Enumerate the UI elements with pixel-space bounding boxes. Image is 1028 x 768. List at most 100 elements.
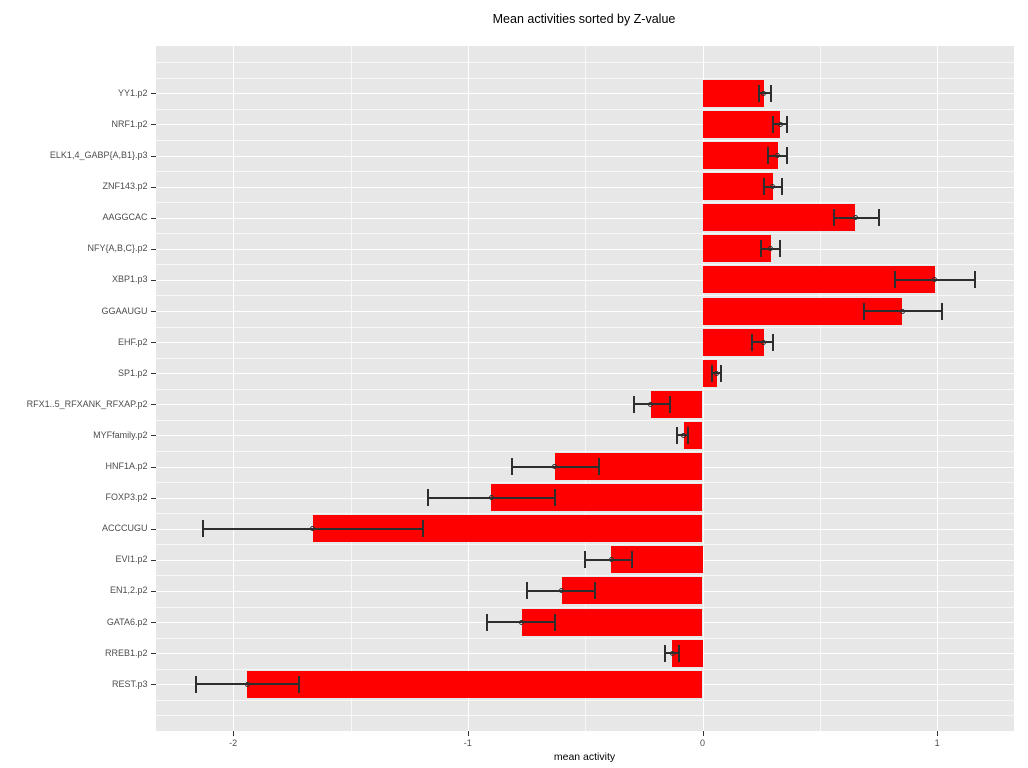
- y-tick-label: EN1,2.p2: [109, 585, 148, 596]
- x-tick-mark: [702, 731, 704, 736]
- errorbar-cap: [584, 551, 587, 569]
- errorbar-cap: [877, 209, 880, 227]
- gridline-y-minor: [155, 637, 1014, 639]
- y-tick-mark: [151, 186, 156, 188]
- mean-point: [519, 619, 525, 625]
- errorbar-cap: [194, 675, 197, 693]
- gridline-y-minor: [155, 575, 1014, 577]
- gridline-y-minor: [155, 715, 1014, 717]
- gridline-y-minor: [155, 108, 1014, 110]
- y-tick-mark: [151, 311, 156, 312]
- y-tick-mark: [151, 559, 156, 561]
- gridline-x-major: [233, 46, 235, 731]
- chart-title: Mean activities sorted by Z-value: [492, 12, 676, 26]
- errorbar-cap: [422, 520, 425, 538]
- errorbar-cap: [767, 147, 770, 164]
- errorbar-cap: [553, 489, 556, 507]
- y-tick-label: SP1.p2: [117, 367, 148, 378]
- errorbar-cap: [863, 302, 866, 320]
- gridline-y-minor: [155, 388, 1014, 390]
- gridline-y-minor: [155, 606, 1014, 608]
- gridline-y-minor: [155, 326, 1014, 328]
- y-tick-label: NRF1.p2: [111, 118, 148, 129]
- gridline-y-major: [155, 404, 1014, 406]
- gridline-y-major: [155, 342, 1014, 344]
- bar: [702, 110, 780, 138]
- y-tick-label: NFY{A,B,C}.p2: [87, 243, 148, 254]
- gridline-y-minor: [155, 295, 1014, 297]
- mean-point: [310, 526, 316, 532]
- gridline-y-major: [155, 217, 1014, 219]
- errorbar-cap: [762, 178, 765, 196]
- mean-point: [488, 495, 494, 501]
- errorbar-cap: [771, 333, 774, 351]
- gridline-y-minor: [155, 233, 1014, 235]
- mean-point: [761, 339, 766, 345]
- gridline-y-minor: [155, 419, 1014, 421]
- gridline-y-minor: [155, 264, 1014, 266]
- gridline-y-minor: [155, 140, 1014, 141]
- y-tick-label: MYFfamily.p2: [93, 429, 148, 440]
- y-tick-label: EHF.p2: [117, 336, 148, 347]
- errorbar-cap: [663, 644, 666, 662]
- gridline-y-major: [155, 653, 1014, 655]
- y-tick-mark: [151, 528, 156, 530]
- y-tick-label: HNF1A.p2: [105, 461, 148, 471]
- y-tick-mark: [151, 435, 156, 437]
- mean-point: [899, 308, 905, 314]
- mean-point: [648, 401, 654, 407]
- gridline-x-major: [702, 46, 704, 731]
- errorbar-cap: [894, 271, 896, 289]
- errorbar-cap: [598, 458, 601, 475]
- mean-point: [669, 650, 675, 656]
- gridline-y-major: [155, 373, 1014, 375]
- mean-point: [770, 184, 776, 190]
- errorbar-cap: [553, 613, 556, 631]
- y-tick-mark: [151, 155, 156, 157]
- mean-point: [761, 90, 766, 96]
- gridline-y-minor: [155, 513, 1014, 515]
- gridline-x-major: [937, 46, 939, 731]
- errorbar-cap: [525, 582, 528, 600]
- y-tick-label: AAGGCAC: [102, 212, 148, 223]
- y-tick-label: REST.p3: [111, 678, 148, 689]
- bar: [702, 359, 717, 387]
- gridline-y-major: [155, 186, 1014, 188]
- errorbar-cap: [757, 84, 760, 102]
- errorbar-cap: [426, 489, 429, 507]
- y-tick-label: ACCCUGU: [101, 523, 148, 534]
- mean-point: [932, 277, 938, 283]
- y-tick-mark: [151, 342, 156, 344]
- x-tick-mark: [937, 731, 939, 736]
- x-tick-mark: [467, 731, 469, 736]
- y-tick-label: RFX1..5_RFXANK_RFXAP.p2: [26, 398, 148, 409]
- gridline-y-minor: [155, 77, 1014, 79]
- errorbar-cap: [750, 333, 753, 351]
- bar: [702, 79, 764, 107]
- y-tick-mark: [151, 466, 156, 468]
- errorbar-cap: [593, 582, 596, 600]
- gridline-x-minor: [585, 46, 587, 731]
- x-tick-label: -1: [463, 738, 472, 748]
- y-tick-mark: [151, 497, 156, 499]
- gridline-y-minor: [155, 544, 1014, 546]
- errorbar-cap: [631, 551, 634, 569]
- mean-point: [608, 557, 614, 563]
- y-tick-label: XBP1.p3: [111, 274, 148, 285]
- errorbar-cap: [668, 395, 671, 413]
- gridline-y-minor: [155, 171, 1014, 173]
- gridline-y-major: [155, 311, 1014, 312]
- gridline-y-minor: [155, 357, 1014, 359]
- errorbar-cap: [786, 147, 788, 164]
- y-tick-label: FOXP3.p2: [105, 492, 148, 503]
- gridline-y-major: [155, 155, 1014, 157]
- gridline-x-minor: [350, 46, 352, 731]
- gridline-y-minor: [155, 450, 1014, 452]
- errorbar-cap: [485, 613, 488, 631]
- bar: [702, 142, 778, 169]
- y-tick-label: EVI1.p2: [115, 554, 148, 565]
- gridline-y-minor: [155, 482, 1014, 484]
- x-tick-label: -2: [229, 738, 238, 748]
- errorbar-cap: [832, 209, 835, 227]
